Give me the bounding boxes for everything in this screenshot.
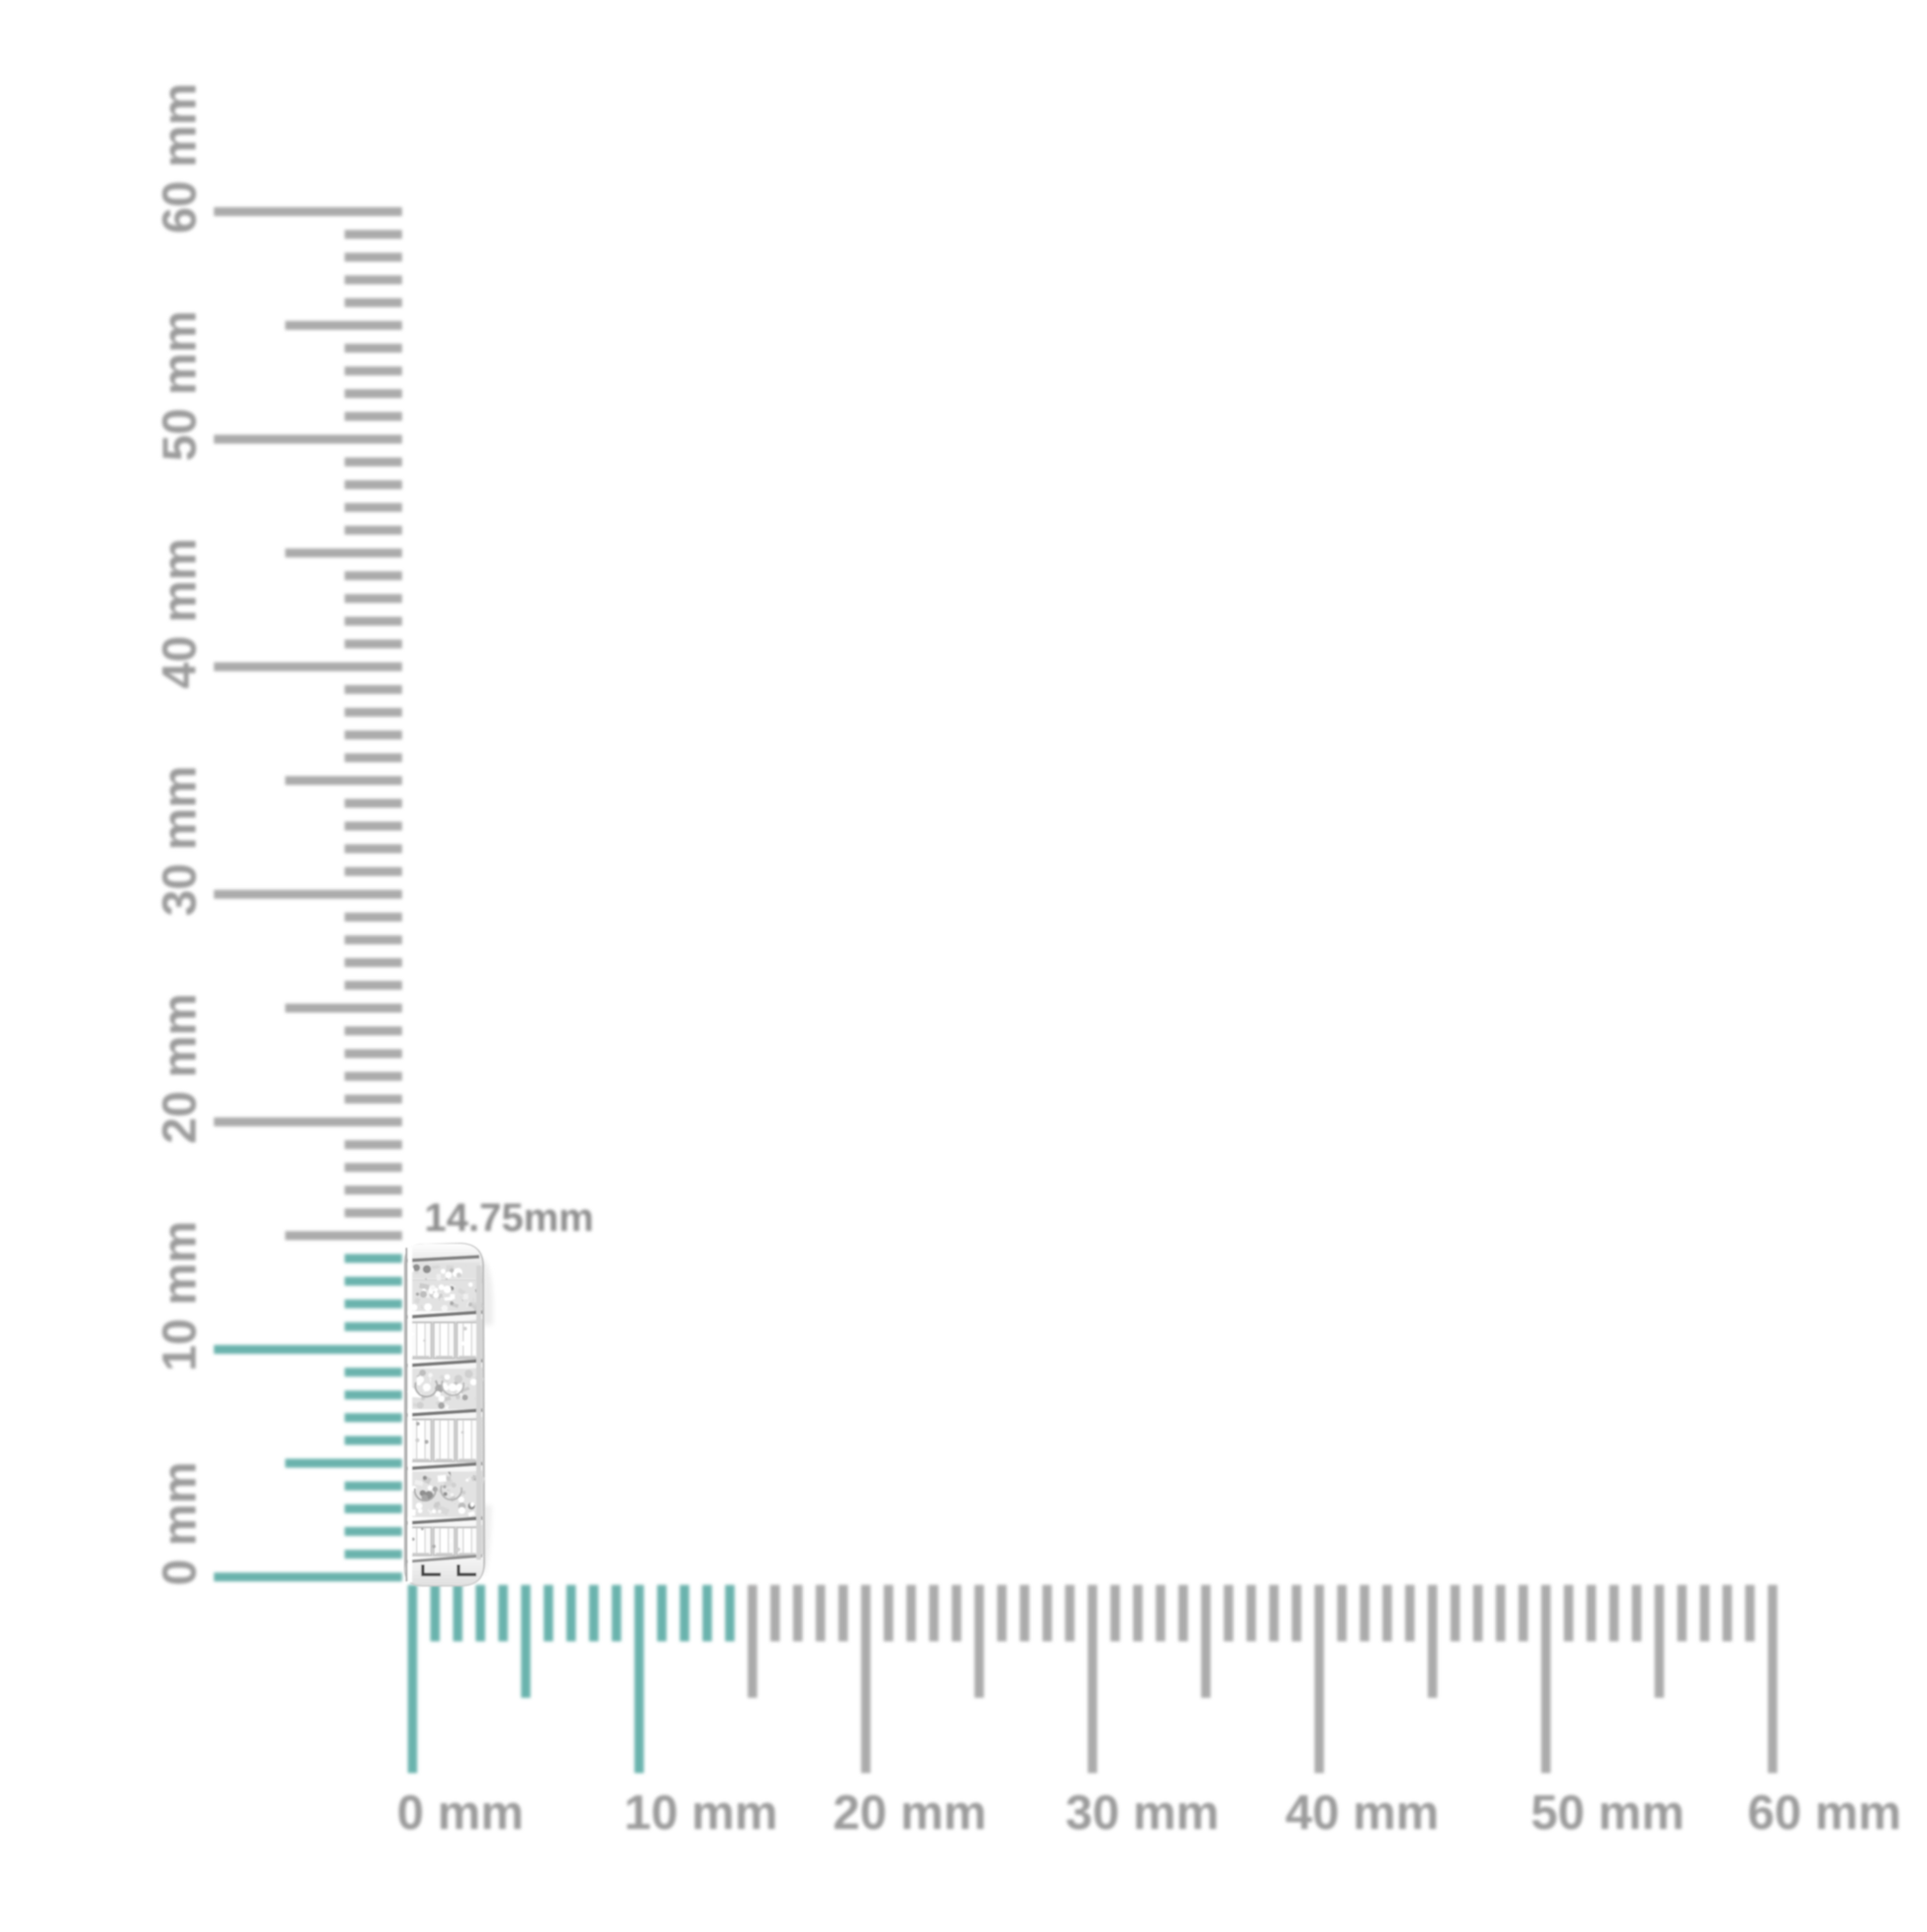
svg-text:0 mm: 0 mm [397,1786,524,1840]
svg-text:10 mm: 10 mm [154,1221,207,1372]
svg-text:10 mm: 10 mm [624,1786,777,1840]
svg-text:30 mm: 30 mm [1065,1786,1219,1840]
svg-text:60 mm: 60 mm [1748,1786,1901,1840]
svg-text:50 mm: 50 mm [154,311,207,461]
svg-text:60 mm: 60 mm [154,83,207,234]
svg-text:40 mm: 40 mm [154,538,207,688]
svg-text:0 mm: 0 mm [154,1462,207,1585]
svg-text:40 mm: 40 mm [1285,1786,1439,1840]
svg-text:20 mm: 20 mm [154,993,207,1144]
svg-text:30 mm: 30 mm [154,765,207,916]
svg-text:14.75mm: 14.75mm [425,1196,594,1240]
svg-text:20 mm: 20 mm [833,1786,986,1840]
svg-text:50 mm: 50 mm [1531,1786,1684,1840]
